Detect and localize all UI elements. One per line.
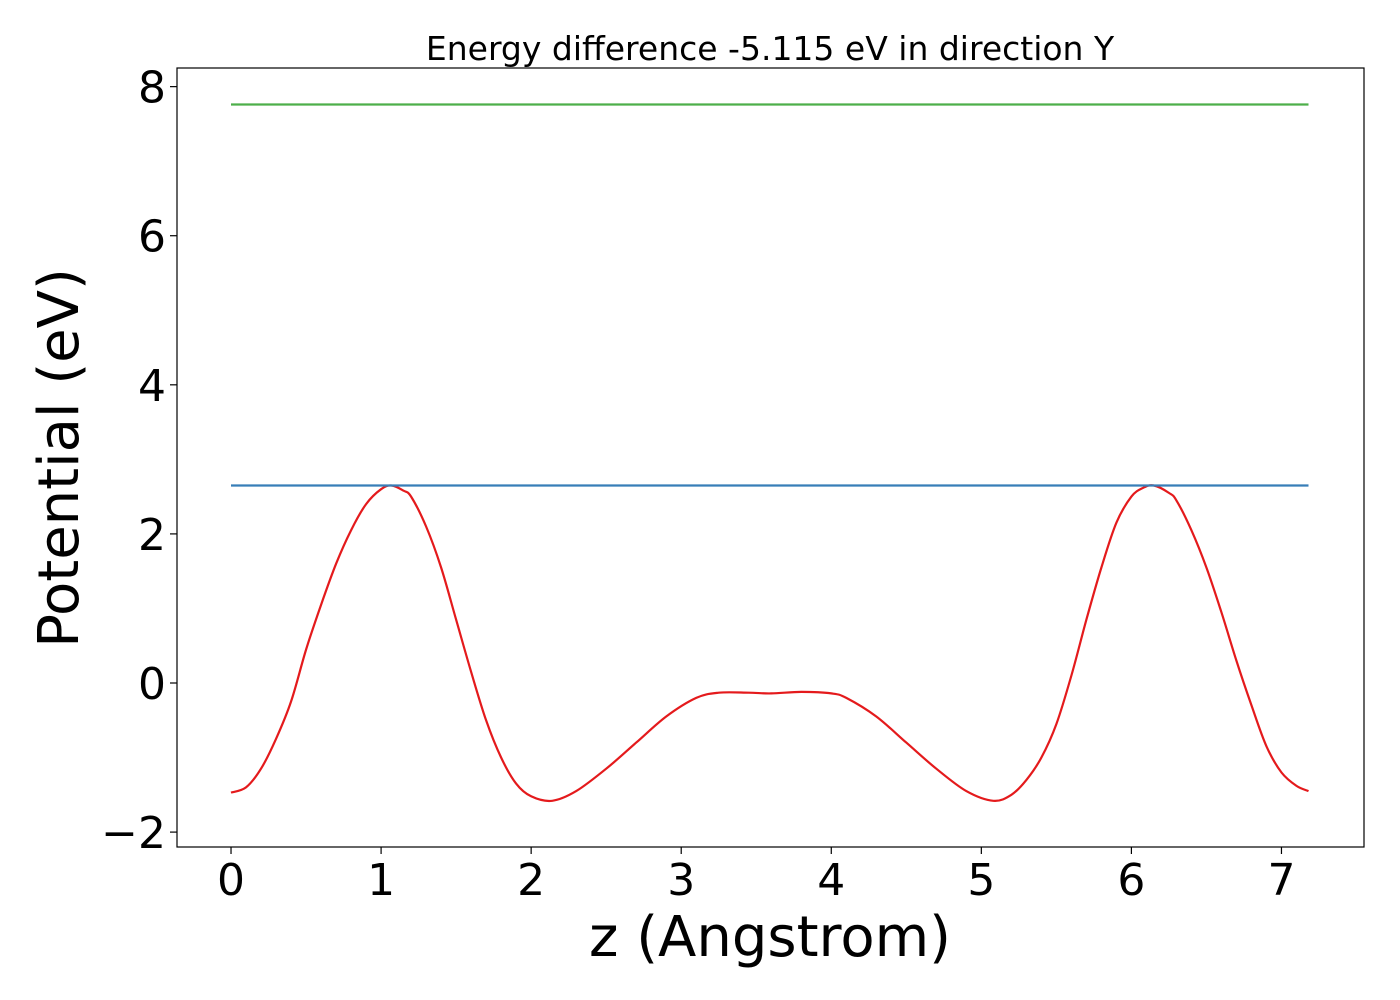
x-tick-label: 7 [1267, 855, 1295, 906]
y-tick-label: 0 [138, 659, 166, 710]
y-tick-label: 8 [138, 63, 166, 114]
y-tick-label: 6 [138, 212, 166, 263]
series-line-1 [230, 484, 1309, 803]
series-layer [230, 103, 1309, 803]
x-axis-label: z (Angstrom) [589, 905, 951, 970]
x-tick-label: 0 [217, 855, 245, 906]
y-tick-label: 4 [138, 361, 166, 412]
x-tick-label: 6 [1117, 855, 1145, 906]
chart-title: Energy difference -5.115 eV in direction… [426, 29, 1115, 68]
x-tick-label: 2 [517, 855, 545, 906]
x-tick-label: 1 [367, 855, 395, 906]
y-tick-label: −2 [101, 808, 166, 859]
x-tick-label: 3 [667, 855, 695, 906]
x-tick-label: 4 [817, 855, 845, 906]
x-tick-label: 5 [967, 855, 995, 906]
y-axis-label: Potential (eV) [27, 268, 92, 648]
y-axis-ticks: −2 0 2 4 6 8 [101, 63, 177, 859]
plot-frame [176, 67, 1365, 848]
x-axis-ticks: 0 1 2 3 4 5 6 7 [217, 847, 1295, 906]
y-tick-label: 2 [138, 510, 166, 561]
